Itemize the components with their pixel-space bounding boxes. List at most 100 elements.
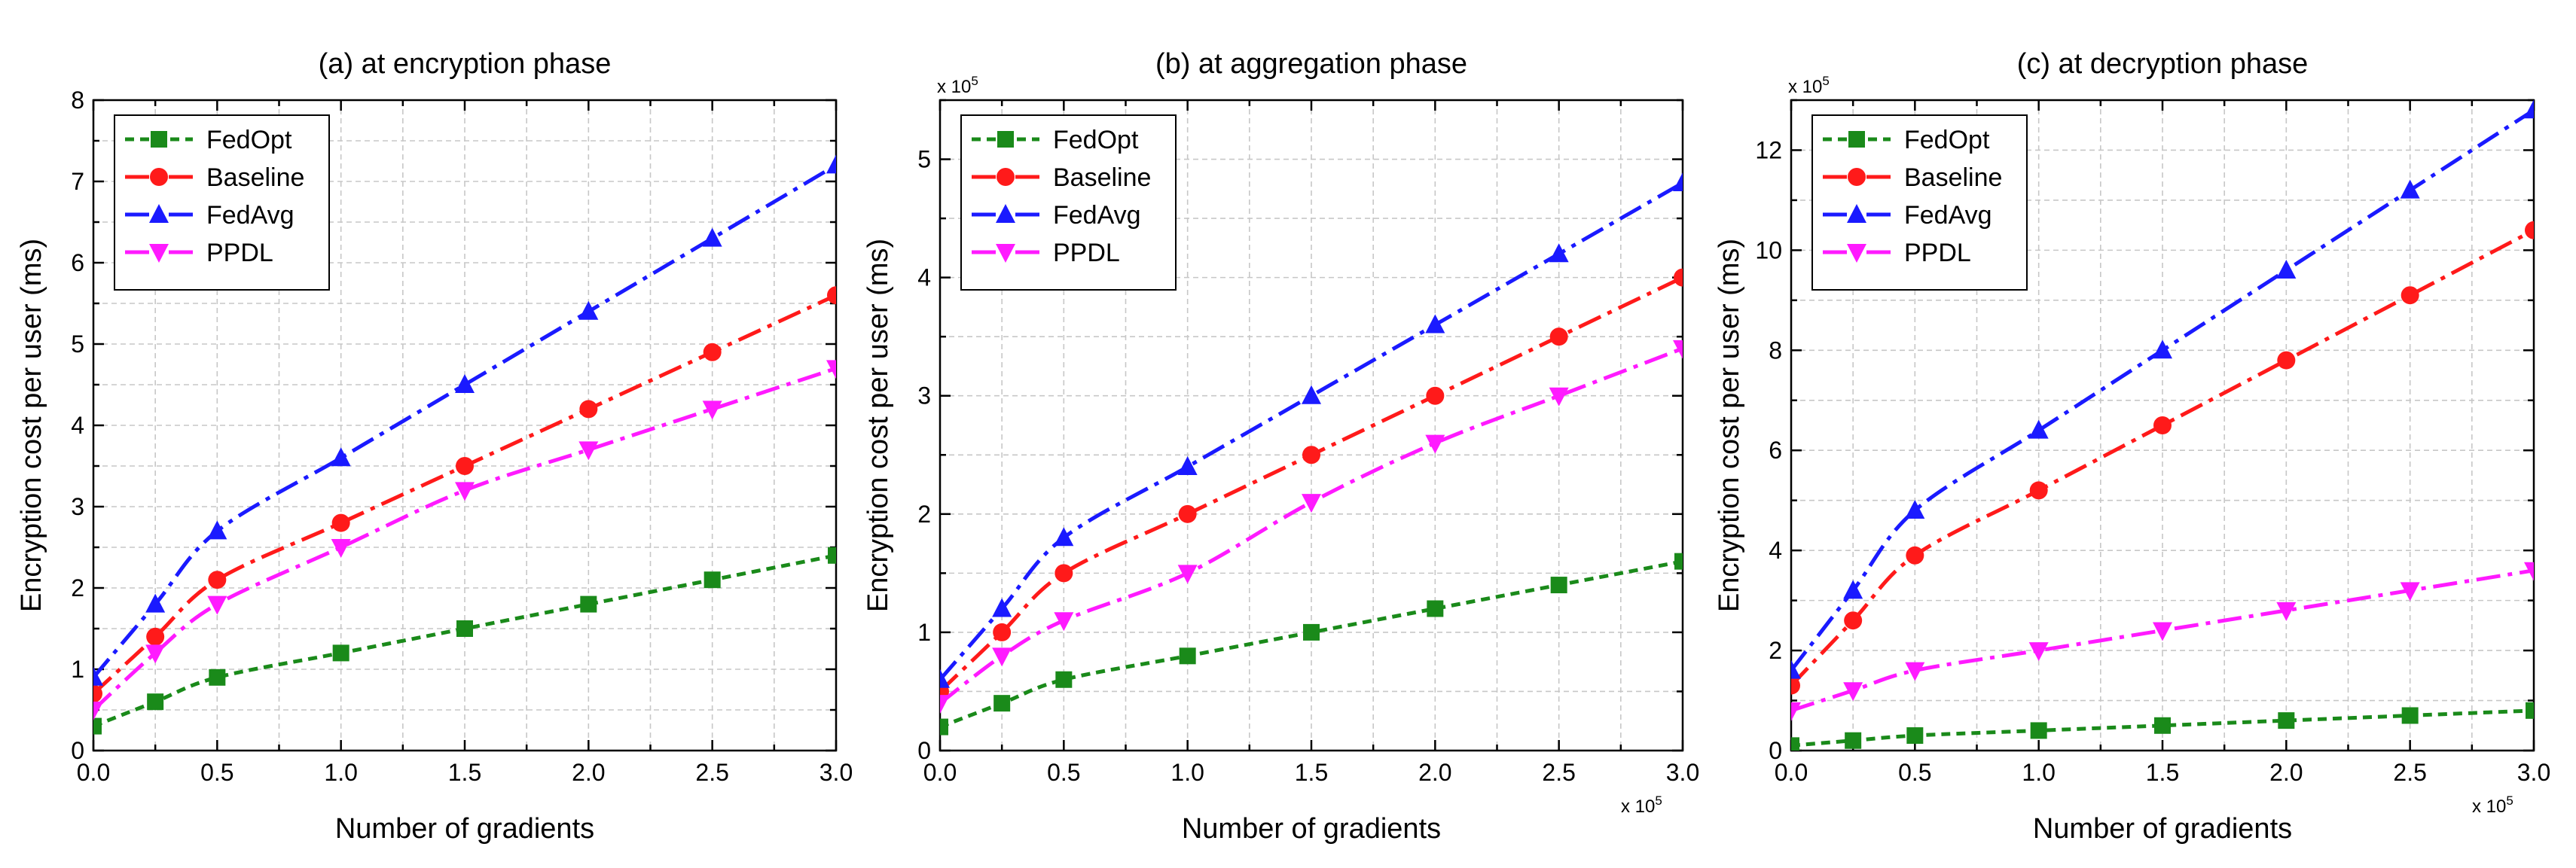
data-point-baseline	[331, 513, 350, 532]
data-point-fedavg	[1905, 499, 1925, 519]
data-point-fedavg	[145, 593, 166, 613]
series-fedavg	[940, 172, 1683, 688]
series-line-fedopt	[1791, 708, 2534, 748]
data-point-baseline	[2401, 286, 2419, 305]
data-point-ppdl	[2400, 582, 2420, 602]
legend-item-baseline: Baseline	[125, 163, 304, 192]
data-point-ppdl	[1843, 682, 1863, 702]
data-point-ppdl	[940, 695, 950, 714]
data-point-baseline	[1791, 676, 1800, 695]
legend-marker	[151, 131, 167, 148]
legend-label: FedOpt	[206, 126, 292, 154]
data-point-baseline	[703, 343, 722, 361]
legend-item-ppdl: PPDL	[125, 239, 273, 267]
data-point-fedopt	[147, 693, 164, 711]
legend-box	[114, 114, 330, 291]
legend-marker	[1848, 131, 1865, 148]
data-point-fedavg	[992, 598, 1012, 617]
y-tick-label: 2	[917, 501, 931, 528]
series-ppdl	[1791, 562, 2534, 721]
series-line-fedavg	[1791, 108, 2534, 672]
legend-marker	[150, 168, 168, 186]
data-point-fedopt	[209, 669, 226, 686]
y-axis-multiplier: x 105	[937, 74, 978, 97]
legend-marker	[1847, 204, 1866, 223]
data-point-ppdl	[2524, 562, 2534, 581]
data-point-fedopt	[1791, 737, 1799, 751]
series-line-fedavg	[93, 163, 836, 679]
x-axis-label: Number of gradients	[2033, 813, 2292, 845]
data-point-ppdl	[1549, 387, 1569, 407]
data-point-baseline	[456, 457, 474, 475]
series-baseline	[1791, 221, 2534, 695]
x-axis-label: Number of gradients	[335, 813, 594, 845]
legend-marker	[1848, 168, 1866, 186]
chart-title: (a) at encryption phase	[319, 48, 612, 80]
legend-item-fedavg: FedAvg	[972, 201, 1141, 230]
data-point-fedopt	[1179, 647, 1196, 665]
data-point-fedopt	[704, 571, 721, 589]
data-point-baseline	[2153, 416, 2172, 434]
data-point-baseline	[1906, 546, 1924, 565]
chart-title: (c) at decryption phase	[2017, 48, 2309, 80]
data-point-fedavg	[93, 666, 103, 686]
data-point-fedavg	[1177, 455, 1198, 475]
data-point-fedopt	[993, 695, 1011, 712]
data-point-ppdl	[207, 595, 227, 615]
legend-marker	[149, 204, 169, 223]
y-tick-label: 5	[71, 330, 84, 358]
x-tick-label: 2.5	[2393, 759, 2426, 786]
series-line-fedavg	[940, 181, 1683, 681]
legend-item-baseline: Baseline	[972, 163, 1151, 192]
data-point-ppdl	[2028, 642, 2049, 662]
tick-marks	[939, 99, 1684, 752]
legend-item-fedopt: FedOpt	[972, 126, 1139, 154]
data-point-fedavg	[1843, 580, 1863, 599]
data-point-baseline	[146, 627, 165, 646]
data-point-ppdl	[1673, 340, 1683, 359]
x-tick-label: 2.5	[695, 759, 728, 786]
x-axis-label: Number of gradients	[1182, 813, 1441, 845]
chart-title: (b) at aggregation phase	[1155, 48, 1467, 80]
legend-item-ppdl: PPDL	[1823, 239, 1971, 267]
data-point-ppdl	[1425, 434, 1445, 454]
series-baseline	[940, 268, 1683, 701]
legend-item-ppdl: PPDL	[972, 239, 1120, 267]
legend-box	[960, 114, 1177, 291]
legend-label: FedAvg	[1904, 201, 1992, 230]
data-point-baseline	[579, 400, 598, 419]
data-point-baseline	[1844, 611, 1863, 630]
legend-item-fedavg: FedAvg	[1823, 201, 1992, 230]
y-tick-label: 8	[71, 87, 84, 114]
data-point-fedavg	[331, 447, 351, 467]
data-point-ppdl	[2276, 602, 2297, 621]
data-point-ppdl	[1054, 612, 1074, 632]
x-axis-multiplier: x 105	[2472, 793, 2513, 817]
legend-label: Baseline	[1904, 163, 2002, 192]
data-point-baseline	[1674, 268, 1683, 287]
y-axis-label: Encryption cost per user (ms)	[16, 239, 47, 612]
data-point-ppdl	[2153, 622, 2172, 641]
y-tick-label: 4	[1769, 537, 1782, 564]
legend-label: PPDL	[206, 239, 273, 267]
data-point-fedopt	[93, 717, 102, 735]
y-axis-label: Encryption cost per user (ms)	[862, 239, 894, 612]
data-point-fedavg	[1673, 172, 1683, 191]
data-point-fedopt	[456, 620, 473, 637]
data-point-ppdl	[93, 702, 103, 720]
series-baseline	[93, 286, 836, 703]
chart-panel-1: 0.0 0.5 1.0 1.5 2.0 2.5 3.0 0 1 2 3 4 5 6 7 8 (a) at enc…	[16, 48, 853, 845]
data-point-ppdl	[1177, 565, 1198, 584]
legend-label: FedAvg	[206, 201, 295, 230]
x-tick-label: 2.0	[572, 759, 605, 786]
data-point-baseline	[1178, 504, 1197, 523]
data-point-ppdl	[331, 539, 351, 558]
data-point-baseline	[1549, 327, 1568, 346]
legend: FedOpt Baseline FedAvg PPDL	[960, 114, 1177, 291]
data-point-fedopt	[828, 547, 836, 564]
data-point-ppdl	[578, 441, 599, 461]
y-tick-label: 8	[1769, 337, 1782, 364]
data-point-fedopt	[1906, 727, 1924, 745]
data-point-fedavg	[2400, 179, 2420, 199]
plot-area	[1791, 100, 2534, 751]
